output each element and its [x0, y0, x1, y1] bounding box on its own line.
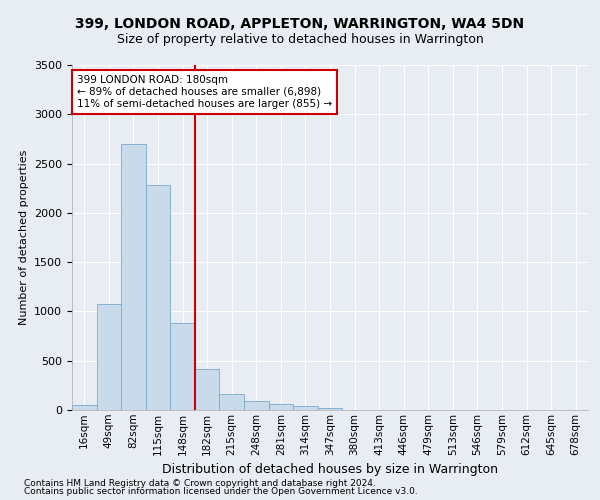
- Text: Size of property relative to detached houses in Warrington: Size of property relative to detached ho…: [116, 32, 484, 46]
- Text: Contains public sector information licensed under the Open Government Licence v3: Contains public sector information licen…: [24, 487, 418, 496]
- Bar: [293, 406, 318, 410]
- Bar: [146, 186, 170, 410]
- Y-axis label: Number of detached properties: Number of detached properties: [19, 150, 29, 325]
- Bar: [170, 324, 195, 410]
- Text: 399 LONDON ROAD: 180sqm
← 89% of detached houses are smaller (6,898)
11% of semi: 399 LONDON ROAD: 180sqm ← 89% of detache…: [77, 76, 332, 108]
- Bar: [195, 368, 220, 410]
- Bar: [269, 404, 293, 410]
- Bar: [244, 401, 269, 410]
- Bar: [121, 144, 146, 410]
- Bar: [72, 405, 97, 410]
- Text: Contains HM Land Registry data © Crown copyright and database right 2024.: Contains HM Land Registry data © Crown c…: [24, 478, 376, 488]
- Bar: [220, 394, 244, 410]
- Bar: [318, 408, 342, 410]
- Bar: [97, 304, 121, 410]
- X-axis label: Distribution of detached houses by size in Warrington: Distribution of detached houses by size …: [162, 463, 498, 476]
- Text: 399, LONDON ROAD, APPLETON, WARRINGTON, WA4 5DN: 399, LONDON ROAD, APPLETON, WARRINGTON, …: [76, 18, 524, 32]
